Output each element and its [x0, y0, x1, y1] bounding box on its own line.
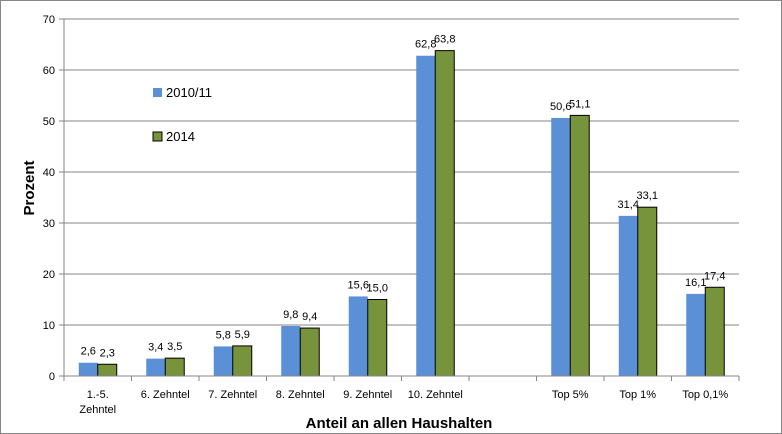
y-tick-label-10: 10 — [43, 320, 55, 332]
y-tick-label-20: 20 — [43, 269, 55, 281]
x-tick-label-7-zehntel: 7. Zehntel — [208, 389, 257, 401]
x-tick-label-9-zehntel: 9. Zehntel — [343, 389, 392, 401]
bars — [78, 50, 725, 377]
legend-swatch-2014 — [152, 131, 163, 142]
y-tick-label-30: 30 — [43, 218, 55, 230]
data-label-2014-top-5: 51,1 — [569, 98, 590, 110]
x-tick-label-1-5-zehntel-line2: Zehntel — [79, 404, 116, 416]
x-tick-label-top-5: Top 5% — [552, 389, 589, 401]
x-tick-label-top-1: Top 1% — [619, 389, 656, 401]
bar-2010-11-7-zehntel — [213, 346, 233, 376]
data-label-2010-11-top-5: 50,6 — [550, 101, 571, 113]
data-label-2010-11-top-1: 31,4 — [618, 199, 639, 211]
legend-swatch-2010-11 — [153, 88, 162, 97]
bar-2010-11-top-5 — [551, 117, 571, 376]
legend: 2010/11 2014 — [152, 85, 212, 144]
bar-2010-11-top-1 — [618, 215, 638, 376]
data-label-2010-11-6-zehntel: 3,4 — [148, 342, 163, 354]
x-tick-label-6-zehntel: 6. Zehntel — [141, 389, 190, 401]
legend-label-2010-11: 2010/11 — [166, 85, 212, 100]
data-label-2014-10-zehntel: 63,8 — [434, 34, 455, 46]
bar-2014-6-zehntel — [164, 357, 185, 377]
x-tick-label-1-5-zehntel-line1: 1.-5. — [87, 389, 109, 401]
axes — [59, 18, 740, 381]
bar-2014-top-5 — [569, 114, 590, 377]
data-label-2010-11-7-zehntel: 5,8 — [216, 329, 231, 341]
data-label-2014-top-1: 33,1 — [637, 190, 658, 202]
bar-2010-11-9-zehntel — [348, 296, 368, 376]
y-tick-label-70: 70 — [43, 14, 55, 26]
data-label-2010-11-9-zehntel: 15,6 — [348, 279, 369, 291]
x-tick-label-top-0-1: Top 0,1% — [682, 389, 728, 401]
bar-2014-top-1 — [637, 206, 658, 377]
y-tick-labels: 0 10 20 30 40 50 60 70 — [43, 14, 55, 383]
y-axis-title: Prozent — [21, 160, 38, 215]
x-tick-label-8-zehntel: 8. Zehntel — [276, 389, 325, 401]
y-tick-label-0: 0 — [49, 371, 55, 383]
bar-2014-10-zehntel — [434, 50, 455, 377]
bar-2014-9-zehntel — [367, 299, 388, 377]
x-axis-title: Anteil an allen Haushalten — [306, 415, 493, 432]
data-labels: 2,6 3,4 5,8 9,8 15,6 62,8 50,6 31,4 16,1 2,3 3,5 5,… — [81, 34, 726, 360]
bar-2010-11-6-zehntel — [146, 358, 166, 376]
bar-2010-11-8-zehntel — [281, 326, 301, 376]
data-label-2010-11-8-zehntel: 9,8 — [283, 309, 298, 321]
bar-2014-8-zehntel — [299, 327, 320, 377]
x-tick-label-10-zehntel: 10. Zehntel — [408, 389, 463, 401]
bar-2014-7-zehntel — [232, 345, 253, 377]
data-label-2014-1-5-zehntel: 2,3 — [100, 347, 115, 359]
bar-2014-top-0-1 — [704, 286, 725, 377]
data-label-2014-7-zehntel: 5,9 — [235, 329, 250, 341]
data-label-2014-top-0-1: 17,4 — [704, 270, 725, 282]
data-label-2014-6-zehntel: 3,5 — [167, 341, 182, 353]
y-tick-label-50: 50 — [43, 116, 55, 128]
bar-2014-1-5-zehntel — [97, 363, 118, 377]
data-label-2014-9-zehntel: 15,0 — [367, 283, 388, 295]
gridlines — [64, 18, 739, 326]
data-label-2010-11-10-zehntel: 62,8 — [415, 39, 436, 51]
data-label-2010-11-top-0-1: 16,1 — [685, 277, 706, 289]
bar-2010-11-top-0-1 — [686, 293, 706, 376]
x-tick-labels: 1.-5. Zehntel 6. Zehntel 7. Zehntel 8. Zehnt… — [79, 389, 728, 416]
data-label-2014-8-zehntel: 9,4 — [302, 311, 317, 323]
bar-2010-11-1-5-zehntel — [78, 362, 98, 376]
legend-label-2014: 2014 — [166, 129, 195, 144]
y-tick-label-40: 40 — [43, 167, 55, 179]
bar-2010-11-10-zehntel — [416, 55, 436, 376]
data-label-2010-11-1-5-zehntel: 2,6 — [81, 346, 96, 358]
y-tick-label-60: 60 — [43, 65, 55, 77]
